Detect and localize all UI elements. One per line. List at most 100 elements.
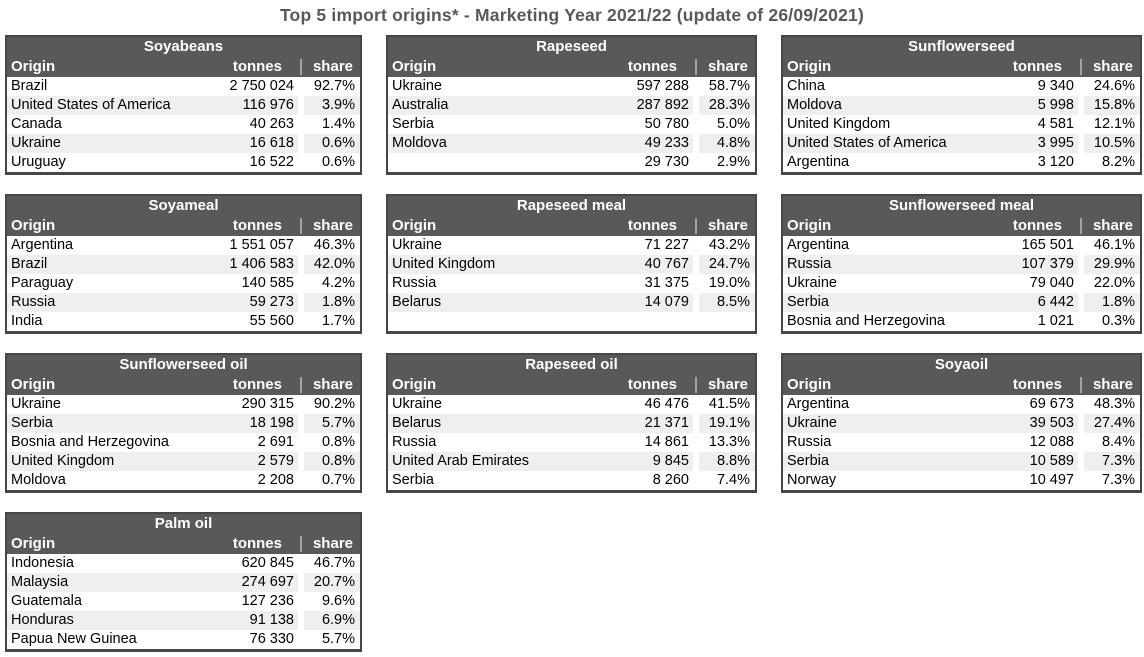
- cell-origin: Papua New Guinea: [11, 631, 137, 647]
- cell-origin: United States of America: [7, 96, 186, 115]
- cell-tonnes: 107 379: [966, 255, 1078, 274]
- column-header-share: share: [707, 58, 748, 75]
- column-header-origin: Origin: [392, 376, 437, 393]
- cell-origin: Malaysia: [7, 573, 186, 592]
- cell-tonnes: 2 750 024: [229, 78, 294, 94]
- table-title: Soyaoil: [783, 355, 1140, 375]
- column-divider: [1078, 293, 1084, 312]
- table-row: Moldova 5 998 15.8%: [783, 96, 1140, 115]
- cell-share: 19.1%: [699, 414, 755, 433]
- cell-share: 1.4%: [321, 116, 355, 132]
- cell-origin: Bosnia and Herzegovina: [11, 434, 169, 450]
- cell-origin: Belarus: [388, 414, 581, 433]
- table-palm-oil: Palm oil Origin tonnes share Indonesia 620 84…: [5, 512, 362, 652]
- column-divider: [298, 414, 304, 433]
- column-divider: [298, 134, 304, 153]
- cell-origin: Serbia: [392, 116, 434, 132]
- cell-tonnes: 79 040: [1029, 275, 1074, 291]
- table-column-header: Origin tonnes share: [783, 57, 1140, 77]
- column-divider: [298, 592, 304, 611]
- column-divider: [1078, 414, 1084, 433]
- column-header-tonnes: tonnes: [1012, 217, 1062, 234]
- table-row: Ukraine 597 288 58.7%: [388, 77, 755, 96]
- column-header-share: share: [1092, 217, 1133, 234]
- cell-tonnes: 46 476: [644, 396, 689, 412]
- column-divider: [693, 471, 699, 490]
- column-divider: [298, 312, 304, 331]
- column-divider: [298, 471, 304, 490]
- cell-tonnes: 5 998: [966, 96, 1078, 115]
- cell-share: 5.7%: [304, 414, 360, 433]
- cell-tonnes: 290 315: [241, 396, 294, 412]
- column-divider: [298, 216, 304, 236]
- cell-tonnes: 18 198: [186, 414, 298, 433]
- cell-share: 90.2%: [313, 396, 355, 412]
- cell-share: 6.9%: [304, 611, 360, 630]
- cell-origin: Moldova: [783, 96, 966, 115]
- cell-tonnes: 91 138: [186, 611, 298, 630]
- table-title: Rapeseed: [388, 37, 755, 57]
- cell-share: 1.8%: [1084, 293, 1140, 312]
- cell-tonnes: 8 260: [652, 472, 689, 488]
- cell-tonnes: 55 560: [249, 313, 294, 329]
- cell-origin: Russia: [7, 293, 186, 312]
- cell-tonnes: 6 442: [966, 293, 1078, 312]
- cell-origin: Uruguay: [11, 154, 66, 170]
- column-divider: [298, 293, 304, 312]
- cell-origin: Norway: [787, 472, 837, 488]
- table-row: 29 730 2.9%: [388, 153, 755, 172]
- table-column-header: Origin tonnes share: [783, 216, 1140, 236]
- cell-origin: [388, 312, 581, 331]
- cell-share: 5.7%: [321, 631, 355, 647]
- column-header-tonnes: tonnes: [232, 217, 282, 234]
- table-row: Russia 31 375 19.0%: [388, 274, 755, 293]
- cell-origin: Paraguay: [11, 275, 74, 291]
- column-divider-line: [695, 377, 697, 393]
- column-divider-line: [300, 218, 302, 234]
- column-header-share: share: [1092, 58, 1133, 75]
- cell-share: 15.8%: [1084, 96, 1140, 115]
- cell-origin: Ukraine: [392, 396, 442, 412]
- table-row: Ukraine 16 618 0.6%: [7, 134, 360, 153]
- column-divider: [1078, 452, 1084, 471]
- table-title: Rapeseed meal: [388, 196, 755, 216]
- column-divider: [298, 452, 304, 471]
- table-row: Honduras 91 138 6.9%: [7, 611, 360, 630]
- table-row: United Arab Emirates 9 845 8.8%: [388, 452, 755, 471]
- column-divider: [693, 414, 699, 433]
- table-column-header: Origin tonnes share: [7, 216, 360, 236]
- column-header-share: share: [312, 58, 353, 75]
- column-divider: [693, 153, 699, 172]
- column-divider-line: [695, 218, 697, 234]
- cell-share: 46.7%: [313, 555, 355, 571]
- table-title: Soyameal: [7, 196, 360, 216]
- table-row: United Kingdom 4 581 12.1%: [783, 115, 1140, 134]
- column-divider: [1078, 312, 1084, 331]
- column-divider-line: [300, 536, 302, 552]
- cell-share: 0.7%: [321, 472, 355, 488]
- column-divider: [298, 534, 304, 554]
- cell-tonnes: 3 995: [966, 134, 1078, 153]
- cell-share: 9.6%: [321, 593, 355, 609]
- cell-tonnes: 287 892: [581, 96, 693, 115]
- table-row: Ukraine 39 503 27.4%: [783, 414, 1140, 433]
- table-row: Russia 59 273 1.8%: [7, 293, 360, 312]
- cell-share: 5.0%: [716, 116, 750, 132]
- column-divider: [298, 153, 304, 172]
- table-row: United Kingdom 40 767 24.7%: [388, 255, 755, 274]
- column-header-share: share: [1092, 376, 1133, 393]
- cell-tonnes: 1 021: [1037, 313, 1074, 329]
- table-row: India 55 560 1.7%: [7, 312, 360, 331]
- table-row: Brazil 1 406 583 42.0%: [7, 255, 360, 274]
- cell-share: 24.7%: [699, 255, 755, 274]
- column-divider: [1078, 236, 1084, 255]
- table-row: Argentina 1 551 057 46.3%: [7, 236, 360, 255]
- cell-share: 0.6%: [304, 134, 360, 153]
- column-divider: [693, 375, 699, 395]
- column-divider: [693, 395, 699, 414]
- column-header-tonnes: tonnes: [232, 58, 282, 75]
- column-divider: [1078, 134, 1084, 153]
- cell-share: 41.5%: [708, 396, 750, 412]
- column-header-origin: Origin: [11, 535, 56, 552]
- column-divider: [1078, 433, 1084, 452]
